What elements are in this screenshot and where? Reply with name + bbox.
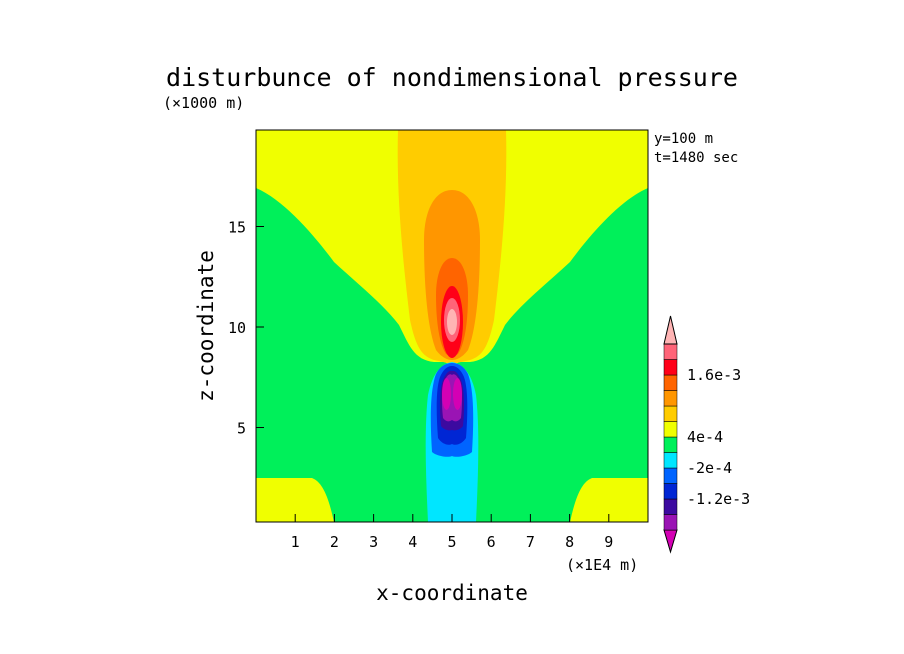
colorbar-label: 4e-4 [687,428,723,446]
x-tick-label: 2 [330,533,339,551]
y-axis-label: z-coordinate [194,250,218,402]
colorbar-swatch [663,359,678,376]
colorbar-swatch [663,405,678,422]
x-tick-label: 3 [369,533,378,551]
x-tick-label: 4 [408,533,417,551]
colorbar-swatch [663,514,678,531]
contour-lightpink-core [447,309,457,335]
colorbar-swatch [663,343,678,360]
contour-magenta-core-left [442,378,451,410]
y-tick-label: 15 [228,218,246,236]
x-tick-label: 6 [487,533,496,551]
y-tick-label: 10 [228,319,246,337]
contour-plot [256,130,648,522]
colorbar: -1.2e-3 -2e-4 4e-4 1.6e-3 [663,315,750,554]
annotation-y: y=100 m [654,131,713,147]
x-tick-label: 7 [526,533,535,551]
y-tick-label: 5 [237,420,246,438]
x-unit-label: (×1E4 m) [566,556,638,574]
colorbar-upper-triangle [663,315,678,345]
annotation-t: t=1480 sec [654,150,738,166]
colorbar-swatch [663,483,678,500]
colorbar-label: -2e-4 [687,459,732,477]
y-axis: 5 10 15 [228,218,264,438]
colorbar-swatch [663,421,678,438]
x-tick-label: 9 [604,533,613,551]
colorbar-swatch [663,498,678,515]
contour-bottom-left-yellow [256,478,334,522]
x-tick-label: 1 [291,533,300,551]
contour-bottom-right-yellow [570,478,648,522]
colorbar-lower-triangle [663,529,678,554]
x-tick-label: 5 [447,533,456,551]
colorbar-swatch [663,467,678,484]
colorbar-label: -1.2e-3 [687,490,750,508]
y-unit-label: (×1000 m) [163,94,244,112]
colorbar-label: 1.6e-3 [687,366,741,384]
colorbar-swatch [663,452,678,469]
x-tick-label: 8 [565,533,574,551]
colorbar-swatch [663,436,678,453]
colorbar-swatch [663,374,678,391]
colorbar-swatch [663,390,678,407]
contour-magenta-core-right [453,378,462,410]
x-axis: 1 2 3 4 5 6 7 8 9 [291,514,613,551]
chart-title: disturbunce of nondimensional pressure [166,63,738,92]
x-axis-label: x-coordinate [376,581,528,605]
